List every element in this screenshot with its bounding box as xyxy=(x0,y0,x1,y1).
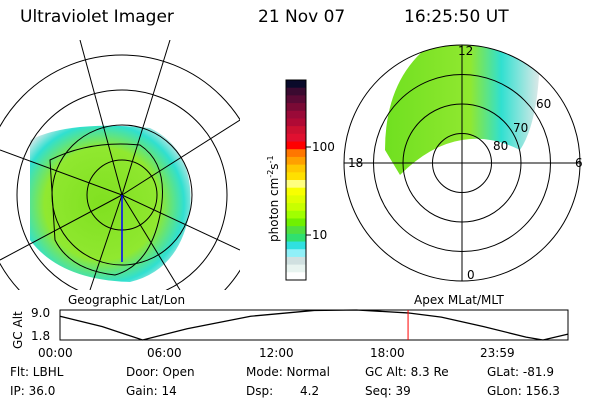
colorbar-swatch xyxy=(286,249,306,258)
mode-status: Mode: Normal xyxy=(246,365,330,379)
colorbar-swatch xyxy=(286,226,306,235)
dsp-value: 4.2 xyxy=(300,384,320,398)
colorbar-swatch xyxy=(286,110,306,119)
antarctica-coastline xyxy=(49,143,163,276)
x-tick-1: 06:00 xyxy=(147,346,182,360)
colorbar-swatch xyxy=(286,103,306,112)
altitude-line xyxy=(59,309,569,341)
colorbar-unit-s: s xyxy=(267,163,281,170)
x-tick-0: 00:00 xyxy=(38,346,73,360)
colorbar-swatch xyxy=(286,233,306,243)
colorbar-tick-10: 10 xyxy=(312,228,328,242)
apex-polar-map xyxy=(343,44,581,282)
colorbar-swatch xyxy=(286,180,306,189)
colorbar-swatch xyxy=(286,264,306,273)
colorbar-swatch xyxy=(286,156,306,166)
glat-status: GLat: -81.9 xyxy=(487,365,554,379)
instrument-title: Ultraviolet Imager xyxy=(20,7,174,27)
altitude-plot xyxy=(59,309,569,341)
time-label: 16:25:50 UT xyxy=(404,7,509,27)
plot-frame xyxy=(59,309,569,341)
colorbar-swatch xyxy=(286,133,306,143)
colorbar-exp1: -2 xyxy=(266,169,275,178)
door-status: Door: Open xyxy=(126,365,195,379)
x-tick-3: 18:00 xyxy=(370,346,405,360)
mlt-label-0: 0 xyxy=(467,268,475,282)
geographic-map xyxy=(0,40,240,290)
colorbar-swatch xyxy=(286,118,306,127)
mlt-label-6: 6 xyxy=(575,156,583,170)
colorbar-swatch xyxy=(286,272,306,281)
colorbar-swatch xyxy=(286,172,306,181)
mlt-label-18: 18 xyxy=(348,156,364,170)
colorbar-swatch xyxy=(286,241,306,250)
colorbar-swatch xyxy=(286,210,306,219)
colorbar-swatch xyxy=(286,126,306,135)
mlat-label-70: 70 xyxy=(513,121,529,135)
x-tick-2: 12:00 xyxy=(259,346,294,360)
filter-status: Flt: LBHL xyxy=(10,365,64,379)
colorbar-swatch xyxy=(286,187,306,196)
ip-status: IP: 36.0 xyxy=(10,384,56,398)
colorbar-swatch xyxy=(286,87,306,96)
colorbar-swatch xyxy=(286,149,306,158)
dsp-label: Dsp: xyxy=(246,384,274,398)
colorbar-swatch xyxy=(286,95,306,104)
colorbar-unit-photon: photon cm xyxy=(267,177,281,242)
colorbar-swatch xyxy=(286,141,306,150)
colorbar-swatch xyxy=(286,80,306,89)
colorbar-swatch xyxy=(286,195,306,204)
mlt-label-12: 12 xyxy=(458,44,474,58)
colorbar-swatch xyxy=(286,218,306,227)
mlat-label-60: 60 xyxy=(536,97,552,111)
colorbar xyxy=(285,79,311,281)
colorbar-label: photon cm-2s-1 xyxy=(266,155,281,242)
apex-label: Apex MLat/MLT xyxy=(414,293,504,307)
colorbar-tick-100: 100 xyxy=(312,140,335,154)
colorbar-swatch xyxy=(286,164,306,173)
gc-alt-status: GC Alt: 8.3 Re xyxy=(365,365,449,379)
aurora-oval-geographic xyxy=(30,125,191,282)
y-axis-label: GC Alt xyxy=(11,311,25,349)
colorbar-swatch xyxy=(286,256,306,266)
y-tick-9: 9.0 xyxy=(31,306,51,320)
date-label: 21 Nov 07 xyxy=(258,7,346,27)
x-tick-4: 23:59 xyxy=(480,346,515,360)
colorbar-frame xyxy=(285,79,307,281)
mlat-label-80: 80 xyxy=(493,139,509,153)
seq-status: Seq: 39 xyxy=(365,384,411,398)
geographic-label: Geographic Lat/Lon xyxy=(68,293,186,307)
colorbar-exp2: -1 xyxy=(266,155,275,164)
glon-status: GLon: 156.3 xyxy=(487,384,560,398)
gain-status: Gain: 14 xyxy=(126,384,177,398)
y-tick-1.8: 1.8 xyxy=(31,329,51,343)
colorbar-swatch xyxy=(286,203,306,212)
